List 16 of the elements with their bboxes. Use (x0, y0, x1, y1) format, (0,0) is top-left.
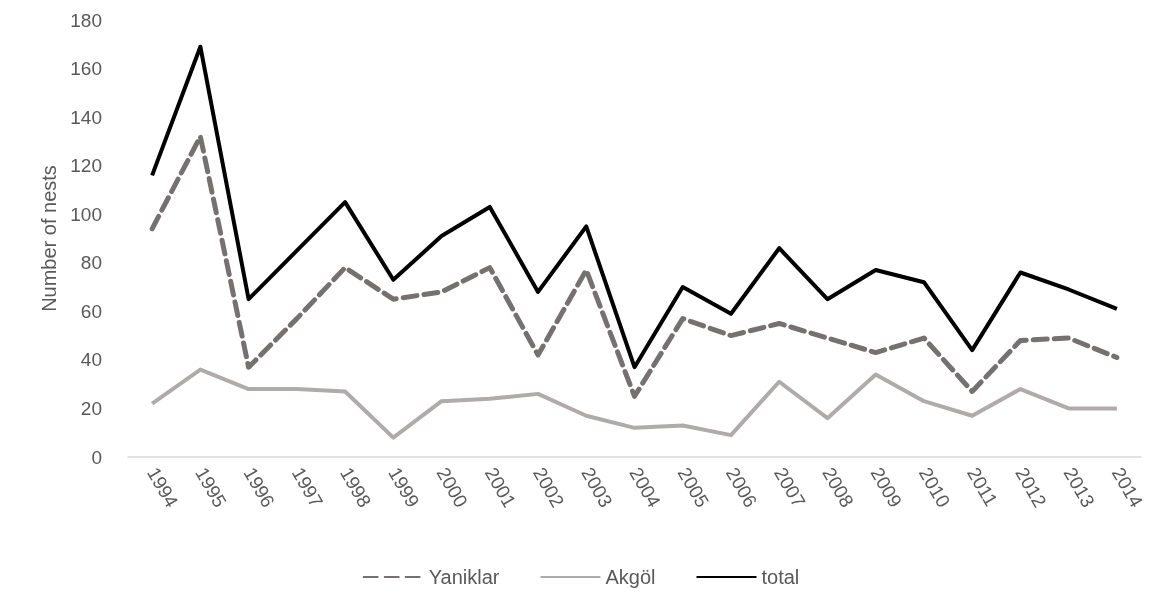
y-tick-label: 100 (70, 203, 102, 225)
legend-label: Yaniklar (428, 566, 500, 588)
y-tick-label: 80 (80, 252, 102, 274)
y-tick-label: 140 (70, 106, 102, 128)
line-series (150, 367, 1119, 440)
legend-label: total (761, 566, 800, 588)
y-tick-label: 160 (70, 58, 102, 80)
y-tick-label: 20 (80, 397, 102, 419)
y-tick-label: 0 (91, 446, 102, 468)
legend-label: Akgöl (605, 566, 656, 588)
y-tick-label: 180 (70, 9, 102, 31)
line-series (150, 44, 1119, 370)
y-axis-title: Number of nests (38, 165, 61, 312)
y-tick-label: 60 (80, 300, 102, 322)
y-tick-label: 40 (80, 349, 102, 371)
y-tick-label: 120 (70, 155, 102, 177)
